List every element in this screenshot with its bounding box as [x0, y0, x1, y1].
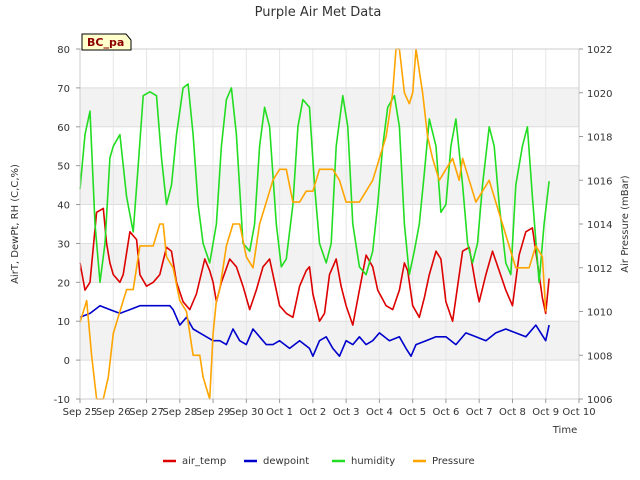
y-tick-label: 0 [64, 356, 70, 367]
station-badge-box [81, 33, 132, 51]
station-badge: BC_pa [81, 33, 132, 51]
plot-band [80, 321, 579, 361]
legend-label-pressure: Pressure [432, 456, 475, 467]
y-tick-label: 50 [57, 162, 70, 173]
chart-title: Purple Air Met Data [255, 5, 382, 20]
y2-tick-label: 1006 [587, 395, 612, 406]
y-tick-label: 60 [57, 123, 70, 134]
y-tick-label: 10 [57, 317, 70, 328]
y2-axis-label: Air Pressure (mBar) [620, 175, 631, 273]
y-tick-label: 40 [57, 201, 70, 212]
y-tick-label: 80 [57, 45, 70, 56]
station-badge-label: BC_pa [87, 36, 124, 49]
y-axis-label: AirT, DewPt, RH (C,C,%) [10, 164, 21, 284]
x-tick-label: Sep 25 [63, 407, 98, 418]
legend-label-air-temp: air_temp [182, 456, 226, 467]
x-tick-label: Sep 28 [162, 407, 197, 418]
y2-tick-label: 1008 [587, 351, 612, 362]
x-tick-label: Sep 29 [196, 407, 231, 418]
x-tick-label: Oct 4 [366, 407, 393, 418]
x-tick-label: Sep 27 [129, 407, 164, 418]
x-tick-label: Oct 6 [433, 407, 460, 418]
y2-tick-label: 1020 [587, 89, 612, 100]
x-axis-label: Time [552, 425, 577, 436]
y2-tick-label: 1016 [587, 176, 612, 187]
series-layer [79, 48, 550, 400]
y-tick-label: -10 [54, 395, 70, 406]
x-tick-label: Oct 5 [399, 407, 426, 418]
series-line-dewpoint [79, 304, 550, 357]
legend: air_temp dewpoint humidity Pressure [163, 456, 475, 467]
legend-label-dewpoint: dewpoint [263, 456, 309, 467]
plot-band [80, 165, 579, 205]
y2-tick-label: 1012 [587, 264, 612, 275]
legend-label-humidity: humidity [351, 456, 395, 467]
x-tick-label: Sep 30 [229, 407, 264, 418]
y2-tick-label: 1010 [587, 308, 612, 319]
x-tick-label: Oct 7 [466, 407, 493, 418]
y2-tick-label: 1014 [587, 220, 612, 231]
x-tick-label: Oct 10 [562, 407, 595, 418]
x-tick-label: Oct 3 [333, 407, 360, 418]
x-tick-label: Oct 9 [532, 407, 559, 418]
plot-area [80, 49, 579, 399]
gridlines [79, 48, 580, 400]
y-tick-label: 20 [57, 278, 70, 289]
y-tick-label: 30 [57, 239, 70, 250]
series-line-pressure [79, 48, 547, 400]
y2-tick-label: 1018 [587, 133, 612, 144]
x-tick-label: Sep 26 [96, 407, 131, 418]
x-tick-label: Oct 8 [499, 407, 526, 418]
x-tick-label: Oct 1 [266, 407, 293, 418]
x-tick-label: Oct 2 [299, 407, 326, 418]
plot-band [80, 87, 579, 127]
y2-tick-label: 1022 [587, 45, 612, 56]
y-tick-label: 70 [57, 84, 70, 95]
